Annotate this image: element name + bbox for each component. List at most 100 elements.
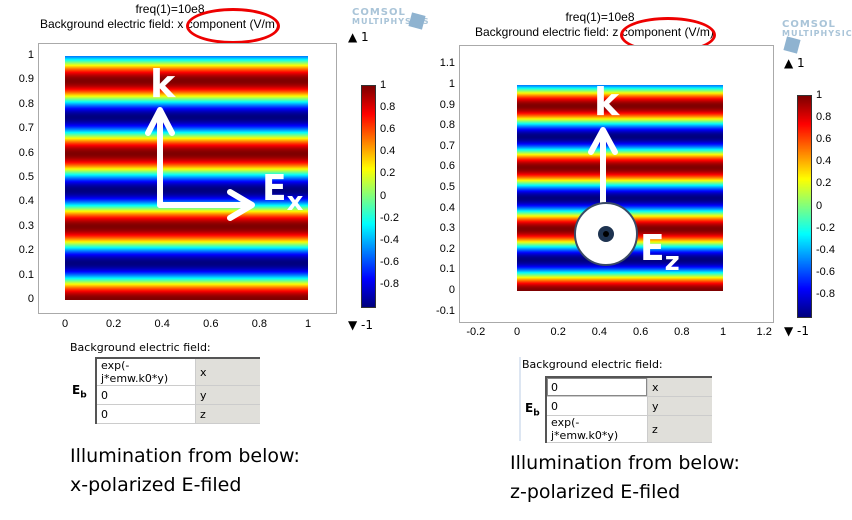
y-tick-label: 0.8 (439, 119, 455, 132)
colorbar-tick-label: 0.2 (816, 177, 832, 190)
y-tick-label: -0.1 (436, 304, 455, 317)
y-tick-label: 0.5 (439, 181, 455, 193)
plot-title-freq: freq(1)=10e8 (135, 2, 205, 16)
colorbar-tick-label: 0 (816, 199, 823, 212)
eb-label: Eb (72, 383, 87, 400)
k-label: k (150, 62, 176, 106)
x-tick-label: -0.2 (466, 326, 486, 338)
field-input-z[interactable]: exp(-j*emw.k0*y) (546, 415, 648, 443)
colorbar-tick-label: 0.4 (816, 155, 832, 168)
component-label: y (195, 385, 260, 405)
y-tick-label: 0.9 (439, 98, 455, 111)
k-label: k (594, 80, 620, 124)
y-tick-label: 0.1 (439, 263, 455, 276)
e-label: Ex (262, 168, 303, 217)
min-value-label: ▼ -1 (784, 324, 810, 338)
colorbar (797, 95, 812, 318)
eb-label: Eb (525, 401, 540, 418)
table-row: exp(-j*emw.k0*y) x (96, 358, 260, 386)
component-label: x (647, 377, 712, 397)
highlight-ellipse (186, 8, 280, 44)
field-input-z[interactable]: 0 (96, 404, 196, 424)
wave-direction-arrows (145, 107, 255, 221)
x-tick-label: 0.6 (203, 318, 219, 330)
y-tick-label: 0.5 (18, 171, 34, 183)
field-input-x[interactable]: 0 (546, 377, 648, 397)
y-tick-label: 0.6 (439, 160, 455, 173)
y-tick-label: 0.6 (18, 146, 34, 159)
colorbar-tick-label: 0.6 (816, 133, 832, 146)
colorbar-tick-label: 0.8 (380, 101, 396, 114)
colorbar-tick-label: 0.4 (380, 145, 396, 158)
field-input-y[interactable]: 0 (96, 385, 196, 405)
x-tick-label: 1.2 (756, 326, 772, 338)
x-tick-label: 1 (719, 326, 727, 338)
y-tick-label: 1 (27, 49, 34, 61)
x-tick-label: 0 (61, 318, 69, 330)
eb-letter: E (72, 383, 81, 397)
colorbar-tick-label: 0.8 (816, 111, 832, 124)
y-tick-label: 0.3 (18, 219, 34, 232)
comsol-logo: COMSOL MULTIPHYSICS (782, 20, 852, 54)
colorbar-tick-label: -0.4 (380, 233, 399, 246)
y-tick-label: 0.4 (18, 195, 34, 208)
colorbar-tick-label: 1 (380, 79, 387, 91)
table-row: exp(-j*emw.k0*y) z (546, 415, 712, 443)
colorbar-tick-label: -0.6 (816, 265, 835, 278)
x-tick-label: 0.2 (550, 326, 566, 338)
y-tick-label: 0.7 (18, 122, 34, 135)
component-label: z (195, 404, 260, 424)
x-tick-label: 1 (304, 318, 312, 330)
comsol-logo: COMSOL MULTIPHYSICS (352, 8, 429, 30)
k-arrow-icon (145, 107, 175, 208)
field-input-y[interactable]: 0 (546, 396, 648, 416)
colorbar-tick-label: 0.2 (380, 167, 396, 180)
y-tick-label: 1.1 (439, 57, 455, 70)
component-label: y (647, 396, 712, 416)
x-tick-label: 0 (513, 326, 521, 338)
wave-direction-symbols (574, 127, 638, 266)
y-tick-label: 0 (448, 284, 455, 296)
eb-sub: b (533, 408, 540, 419)
title-prefix: Background electric field: (40, 17, 175, 31)
caption-line1: Illumination from below: (510, 452, 740, 474)
eb-letter: E (525, 401, 534, 415)
title-prefix: Background electric field: (475, 25, 610, 39)
colorbar-tick-label: -0.6 (380, 255, 399, 268)
x-tick-label: 0.6 (632, 326, 649, 338)
y-tick-label: 0.2 (439, 242, 455, 255)
out-of-plane-field-icon (574, 202, 638, 266)
x-tick-label: 0.4 (591, 326, 608, 338)
caption-line2: x-polarized E-filed (70, 474, 242, 496)
y-tick-label: 0.9 (18, 73, 34, 86)
x-tick-label: 0.8 (251, 318, 268, 330)
colorbar-tick-label: 0 (380, 189, 387, 202)
y-tick-label: 1 (448, 78, 455, 90)
e-subscript: z (664, 247, 680, 277)
plot-title-freq: freq(1)=10e8 (565, 10, 635, 24)
k-arrow-icon (588, 127, 618, 206)
colorbar-tick-label: -0.8 (816, 287, 835, 300)
component-label: x (195, 358, 260, 386)
caption-line2: z-polarized E-filed (510, 481, 681, 503)
e-field-arrow-icon (157, 189, 255, 221)
x-tick-label: 0.4 (154, 318, 170, 330)
colorbar-tick-label: -0.4 (816, 243, 835, 256)
min-value-label: ▼ -1 (348, 318, 374, 332)
divider (519, 357, 521, 441)
y-tick-label: 0.3 (439, 222, 455, 235)
y-tick-label: 0.1 (18, 268, 34, 281)
field-input-x[interactable]: exp(-j*emw.k0*y) (96, 358, 196, 386)
y-tick-label: 0.8 (18, 97, 34, 110)
field-plot-x-component[interactable] (65, 56, 308, 300)
settings-label: Background electric field: (522, 358, 663, 371)
component-label: z (647, 415, 712, 443)
y-tick-label: 0.2 (18, 244, 34, 257)
colorbar-tick-label: 0.6 (380, 123, 396, 136)
e-subscript: x (286, 187, 304, 217)
